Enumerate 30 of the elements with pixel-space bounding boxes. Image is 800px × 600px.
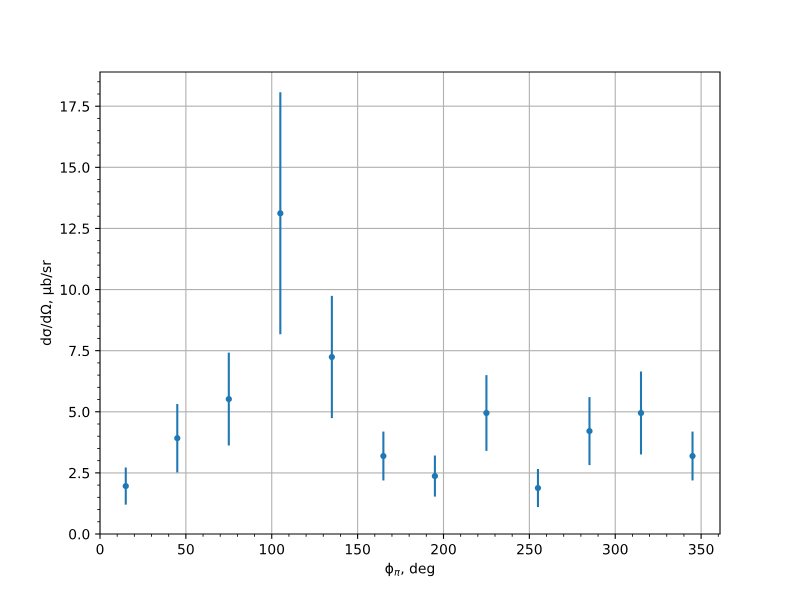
- x-tick-label: 150: [346, 544, 370, 554]
- x-tick-label: 50: [178, 544, 194, 554]
- y-tick-label: 0.0: [69, 528, 90, 540]
- point: [432, 472, 438, 480]
- y-axis-title: dσ/dΩ, μb/sr: [40, 260, 54, 346]
- y-tick-label: 12.5: [60, 223, 90, 234]
- x-tick-label: 100: [260, 544, 284, 554]
- y-tick-label: 15.0: [60, 162, 90, 173]
- y-tick-label: 17.5: [60, 101, 90, 112]
- x-tick-label: 350: [688, 544, 714, 554]
- point: [122, 482, 129, 490]
- point: [534, 484, 542, 492]
- y-tick-label: 2.5: [69, 468, 90, 478]
- point: [226, 396, 232, 402]
- x-tick-label: 0: [96, 544, 104, 554]
- x-tick-label: 200: [431, 544, 456, 554]
- x-tick-label: 300: [603, 544, 628, 554]
- point: [174, 435, 180, 442]
- point: [689, 452, 696, 460]
- point: [328, 354, 335, 360]
- x-axis-title: ϕ$_{π}$, deg: [385, 562, 434, 576]
- y-tick-label: 7.5: [69, 346, 90, 356]
- point: [586, 428, 593, 434]
- x-tick-label: 250: [517, 544, 542, 554]
- point: [277, 210, 284, 216]
- point: [638, 410, 644, 416]
- y-tick-label: 5.0: [69, 406, 90, 418]
- point: [380, 452, 387, 460]
- point: [483, 410, 490, 416]
- y-tick-label: 10.0: [60, 284, 90, 296]
